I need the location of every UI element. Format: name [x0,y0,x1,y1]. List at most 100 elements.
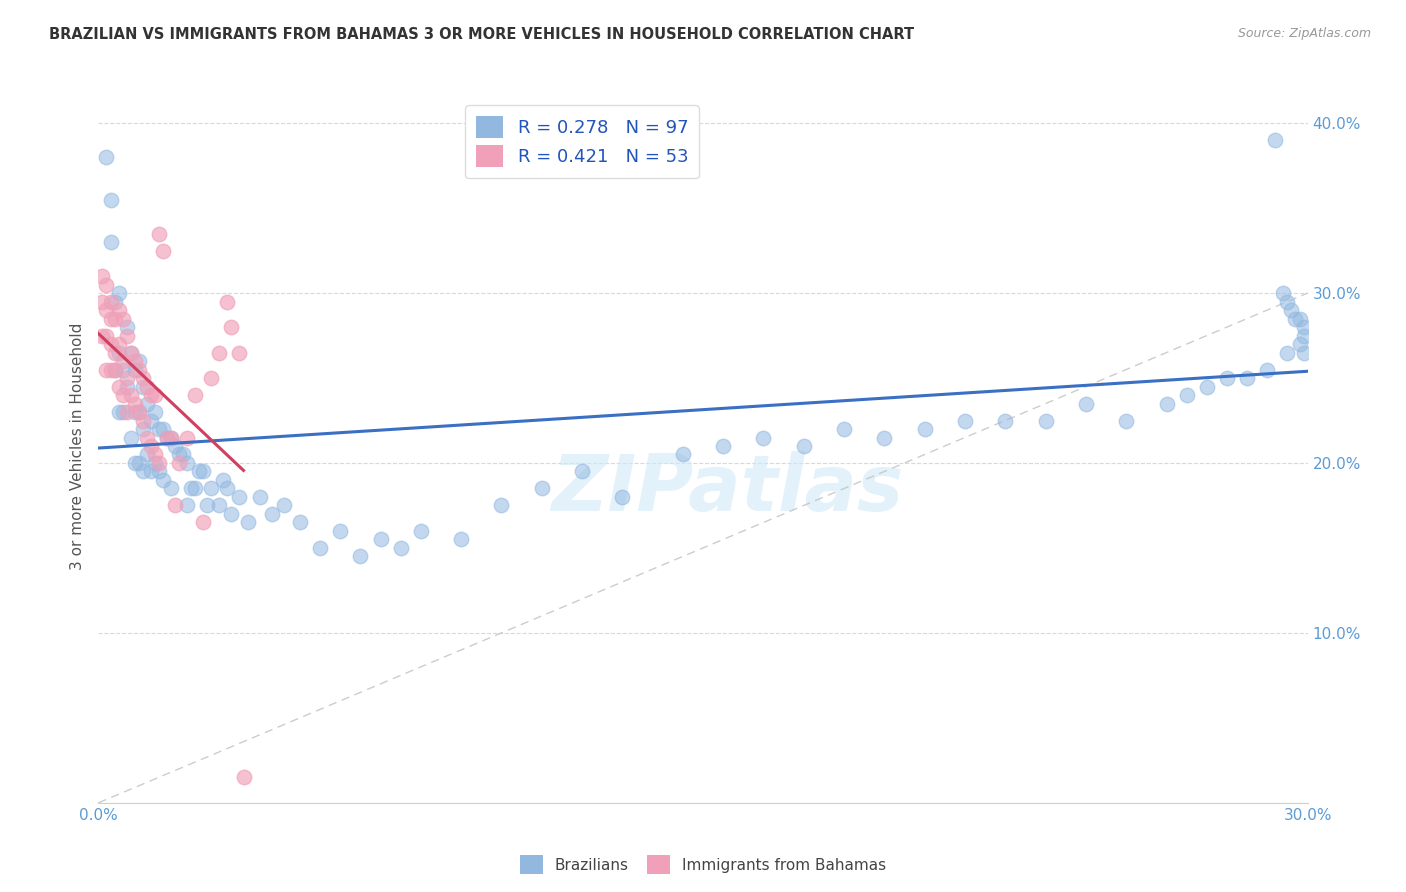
Point [100,193,122,207]
Point [148,456,170,470]
Point [91,294,114,309]
Point [1256,362,1278,376]
Point [249,490,271,504]
Point [128,456,150,470]
Point [188,465,211,479]
Point [103,294,125,309]
Point [217,294,239,309]
Point [100,362,122,376]
Point [232,770,254,784]
Point [139,439,162,453]
Point [107,286,129,301]
Point [236,516,259,530]
Point [128,354,150,368]
Point [107,379,129,393]
Point [1115,413,1137,427]
Point [111,311,134,326]
Point [96,328,118,343]
Point [176,456,198,470]
Point [450,533,472,547]
Point [176,430,198,444]
Point [1216,371,1239,385]
Point [832,422,855,436]
Point [156,430,179,444]
Point [349,549,371,564]
Point [128,362,150,376]
Point [1175,388,1198,402]
Point [953,413,976,427]
Point [124,354,146,368]
Point [107,405,129,419]
Point [115,328,138,343]
Point [288,516,311,530]
Point [160,482,183,496]
Point [370,533,392,547]
Point [228,490,250,504]
Point [1281,303,1303,318]
Y-axis label: 3 or more Vehicles in Household: 3 or more Vehicles in Household [69,322,84,570]
Point [152,422,174,436]
Point [96,150,118,164]
Point [409,524,432,538]
Point [221,320,243,334]
Point [221,507,243,521]
Point [217,482,239,496]
Point [1074,396,1097,410]
Point [152,473,174,487]
Point [228,345,250,359]
Point [260,507,283,521]
Point [163,439,186,453]
Point [107,337,129,351]
Point [132,422,155,436]
Point [873,430,896,444]
Text: ZIPatlas: ZIPatlas [551,450,903,527]
Point [184,388,207,402]
Point [128,405,150,419]
Point [124,405,146,419]
Point [132,465,155,479]
Point [124,396,146,410]
Point [184,482,207,496]
Point [156,430,179,444]
Point [1264,133,1286,147]
Point [100,337,122,351]
Point [491,499,513,513]
Point [1272,286,1295,301]
Point [1277,345,1299,359]
Point [148,227,170,241]
Legend: Brazilians, Immigrants from Bahamas: Brazilians, Immigrants from Bahamas [513,849,893,880]
Point [152,244,174,258]
Point [135,396,157,410]
Point [193,465,215,479]
Point [135,448,157,462]
Point [111,405,134,419]
Point [132,371,155,385]
Point [103,345,125,359]
Point [711,439,734,453]
Point [111,388,134,402]
Point [120,345,142,359]
Point [200,371,222,385]
Point [176,499,198,513]
Point [273,499,295,513]
Point [96,277,118,292]
Point [530,482,553,496]
Point [160,430,183,444]
Point [148,465,170,479]
Point [208,499,231,513]
Point [167,448,190,462]
Point [103,362,125,376]
Point [1156,396,1178,410]
Point [752,430,775,444]
Point [195,499,218,513]
Point [115,405,138,419]
Point [1035,413,1057,427]
Point [994,413,1017,427]
Point [1288,311,1310,326]
Point [1292,320,1315,334]
Point [389,541,412,555]
Point [167,456,190,470]
Point [107,303,129,318]
Point [1292,328,1315,343]
Text: Source: ZipAtlas.com: Source: ZipAtlas.com [1237,27,1371,40]
